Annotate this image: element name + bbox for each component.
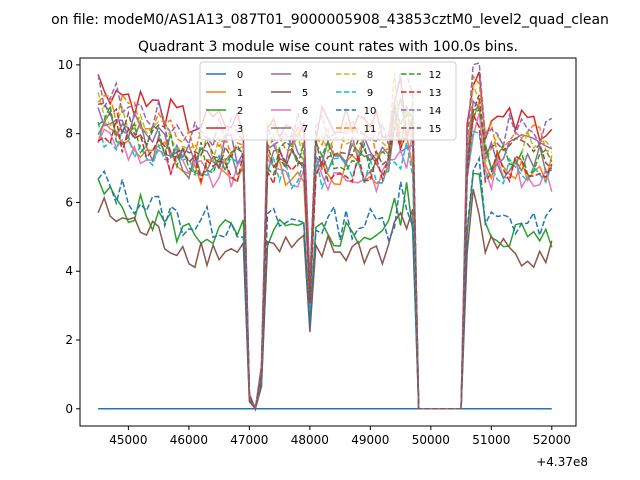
legend-label: 11 (364, 124, 377, 135)
y-axis: 0 2 4 6 8 10 (58, 58, 80, 416)
series-line-8 (97, 84, 553, 412)
x-axis: 45000 46000 47000 48000 49000 50000 51000 52000 (109, 426, 571, 447)
legend-label: 14 (429, 106, 442, 117)
legend-label: 15 (429, 124, 442, 135)
x-tick-label: 50000 (412, 433, 450, 447)
legend-label: 1 (237, 88, 243, 99)
x-tick-label: 47000 (230, 433, 268, 447)
x-tick-label: 52000 (533, 433, 571, 447)
legend-label: 2 (237, 106, 243, 117)
legend-label: 4 (302, 70, 308, 81)
legend-label: 3 (237, 124, 243, 135)
y-tick-label: 10 (58, 58, 73, 72)
y-tick-label: 0 (65, 402, 73, 416)
legend-label: 10 (364, 106, 377, 117)
y-tick-label: 2 (65, 333, 73, 347)
x-tick-label: 51000 (472, 433, 510, 447)
legend-label: 12 (429, 70, 442, 81)
y-tick-label: 6 (65, 195, 73, 209)
x-tick-label: 49000 (351, 433, 389, 447)
series-line-12 (97, 103, 553, 412)
x-tick-label: 48000 (291, 433, 329, 447)
legend-label: 9 (367, 88, 373, 99)
y-tick-label: 8 (65, 127, 73, 141)
x-tick-label: 45000 (109, 433, 147, 447)
series-line-15 (97, 94, 553, 412)
y-tick-label: 4 (65, 264, 73, 278)
x-offset-label: +4.37e8 (536, 455, 588, 469)
axes-frame (79, 57, 577, 427)
legend-label: 6 (302, 106, 308, 117)
x-tick-label: 46000 (170, 433, 208, 447)
legend-box (199, 61, 457, 141)
chart-title: Quadrant 3 module wise count rates with … (138, 39, 518, 55)
legend-label: 13 (429, 88, 442, 99)
legend-label: 8 (367, 70, 373, 81)
series-line-5 (97, 189, 553, 411)
figure-suptitle: on file: modeM0/AS1A13_087T01_9000005908… (51, 12, 609, 28)
legend-label: 7 (302, 124, 308, 135)
series-line-6 (97, 112, 553, 412)
legend-label: 5 (302, 88, 308, 99)
series-line-10 (97, 155, 553, 411)
series-line-13 (97, 111, 553, 412)
series-line-2 (97, 172, 553, 411)
legend-label: 0 (237, 70, 243, 81)
